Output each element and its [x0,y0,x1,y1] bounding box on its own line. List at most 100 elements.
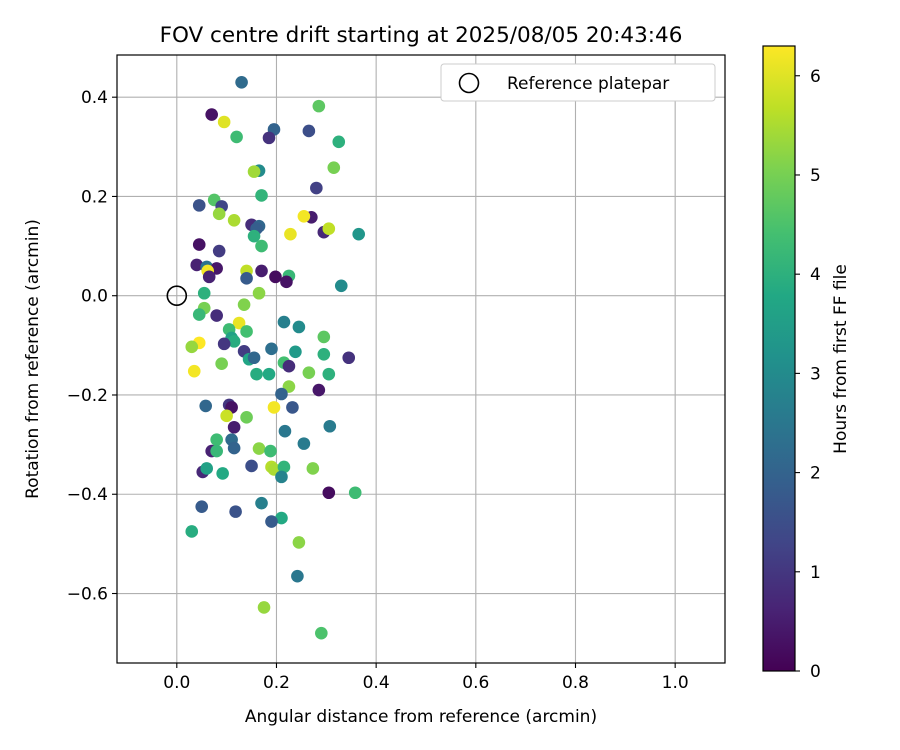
data-point [282,359,296,373]
data-point [192,308,206,321]
y-axis-ticks: 0.4 0.2 0.0 −0.2 −0.4 −0.6 [67,88,117,605]
data-point [352,227,366,241]
data-point [185,340,199,354]
data-point [192,238,206,251]
data-point [240,411,253,424]
data-point [289,345,302,359]
data-point [227,213,241,227]
data-point [195,500,209,513]
data-point [230,130,243,144]
data-point [297,210,311,223]
y-tick-label: −0.6 [67,585,108,605]
colorbar-label: Hours from first FF file [831,264,851,454]
data-point [205,108,218,121]
data-point [197,286,211,300]
data-point [342,351,356,365]
data-point [327,161,341,174]
data-point [199,399,213,413]
x-axis-label: Angular distance from reference (arcmin) [245,707,597,727]
data-point [280,275,293,289]
data-point [310,181,323,195]
data-point [302,124,316,138]
x-tick-label: 0.0 [163,673,190,693]
y-tick-label: −0.2 [67,386,108,406]
legend: Reference platepar [440,63,716,102]
data-point [275,511,288,525]
data-point [240,325,253,338]
data-point [322,367,336,381]
data-point [302,366,316,379]
data-point [312,383,326,397]
data-point [235,75,248,89]
data-point [215,357,228,371]
data-point [255,239,268,253]
data-point [277,460,291,474]
data-point [255,189,268,202]
data-point [292,320,306,334]
data-point [185,525,199,538]
data-point [247,351,261,365]
data-point [306,462,320,475]
data-point [317,347,331,361]
colorbar-tick-label: 6 [810,67,821,87]
data-point [255,264,268,278]
data-point [190,258,204,272]
data-point [240,272,253,285]
colorbar-ticks: 0 1 2 3 4 5 6 [795,67,821,682]
colorbar-tick-label: 0 [810,662,821,682]
data-point [265,342,278,356]
data-point [315,626,328,640]
legend-marker-icon [458,72,480,94]
data-point [292,536,306,549]
data-point [227,335,241,348]
colorbar-tick-label: 3 [810,364,821,384]
colorbar-tick-label: 4 [810,265,821,285]
data-point [275,470,288,484]
data-point [220,409,233,423]
data-point [210,309,223,322]
data-point [210,444,223,458]
data-point [323,419,337,433]
x-tick-label: 1.0 [662,673,689,693]
reference-platepar-marker [166,285,188,307]
x-tick-label: 0.4 [363,673,390,693]
y-tick-label: 0.2 [81,187,108,207]
data-point [334,279,348,293]
data-point [265,515,278,528]
data-point [317,330,331,344]
data-point [332,135,346,149]
data-point [212,207,226,221]
x-tick-label: 0.2 [263,673,290,693]
data-point [255,496,268,510]
y-axis-label: Rotation from reference (arcmin) [23,219,43,499]
data-point [262,367,276,381]
data-point [267,401,281,414]
data-point [322,486,336,500]
y-tick-label: −0.4 [67,485,108,505]
plot-area-frame [116,54,726,664]
data-point [216,467,229,480]
data-point [200,462,214,475]
data-point [262,131,276,145]
data-point [187,364,201,378]
data-point [264,444,277,458]
legend-entry-reference-platepar: Reference platepar [507,74,669,94]
data-point [232,316,246,330]
data-point [269,270,282,284]
data-point [227,420,241,434]
data-point [348,486,362,500]
data-point [291,569,304,583]
data-point [275,387,288,401]
data-point [227,441,241,455]
data-point [252,286,266,300]
data-point [278,424,292,438]
chart-title: FOV centre drift starting at 2025/08/05 … [160,23,683,48]
data-point [247,229,261,243]
data-point [237,298,251,311]
x-tick-label: 0.8 [562,673,589,693]
data-point [284,227,297,241]
data-point [277,315,291,329]
data-point [210,433,223,446]
x-axis-ticks: 0.0 0.2 0.4 0.6 0.8 1.0 [163,663,689,693]
